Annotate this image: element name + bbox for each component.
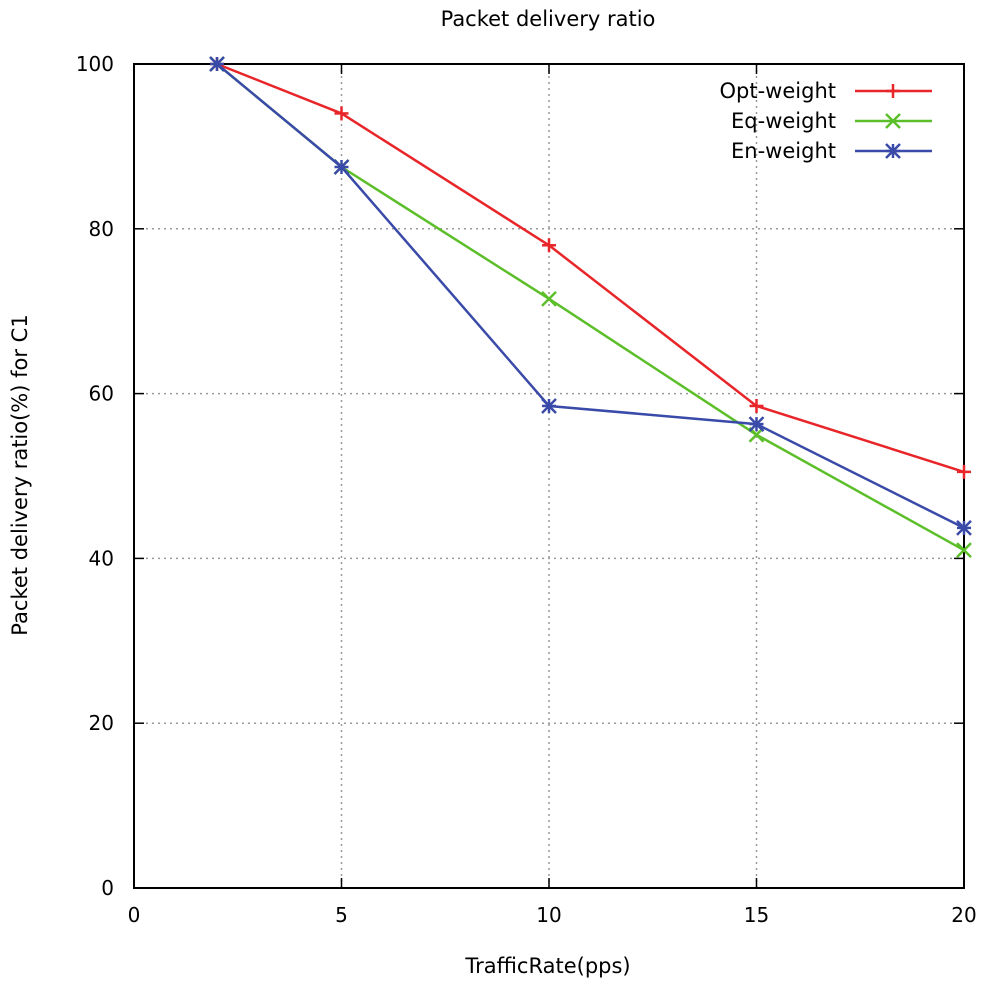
- y-tick-label: 80: [89, 217, 114, 241]
- data-point: [542, 238, 556, 253]
- data-point: [334, 106, 349, 121]
- x-tick-label: 20: [951, 903, 976, 927]
- legend-item: En-weight: [731, 139, 932, 163]
- x-tick-label: 15: [744, 903, 769, 927]
- series-en-weight: [209, 56, 972, 536]
- legend-marker: [885, 113, 901, 129]
- data-point: [748, 416, 765, 432]
- x-tick-label: 10: [536, 903, 561, 927]
- plot-frame: [133, 63, 965, 889]
- y-tick-label: 40: [89, 546, 114, 570]
- y-tick-label: 60: [89, 382, 114, 406]
- legend-label: En-weight: [731, 139, 836, 163]
- y-tick-label: 20: [89, 711, 114, 735]
- grid: [134, 64, 964, 888]
- series-line: [216, 63, 965, 552]
- y-axis-label: Packet delivery ratio(%) for C1: [8, 314, 32, 635]
- data-point: [541, 290, 557, 307]
- legend-marker: [885, 143, 901, 159]
- series-line: [216, 63, 965, 530]
- chart-title: Packet delivery ratio: [441, 7, 656, 31]
- axis-ticks: 0 5 10 15 20 0 20 40 60 80 100: [76, 52, 977, 927]
- legend: Opt-weight Eq-weight En-weight: [720, 79, 932, 163]
- data-point: [749, 398, 764, 413]
- y-tick-label: 100: [76, 52, 114, 76]
- data-point: [541, 398, 557, 414]
- data-point: [957, 464, 971, 479]
- legend-item: Opt-weight: [720, 79, 932, 103]
- data-point: [333, 159, 350, 175]
- legend-marker: [886, 84, 900, 98]
- x-tick-label: 0: [128, 903, 141, 927]
- legend-label: Opt-weight: [720, 79, 836, 103]
- y-tick-label: 0: [101, 876, 114, 900]
- series-eq-weight: [209, 56, 972, 559]
- data-point: [956, 520, 972, 536]
- data-point: [956, 542, 972, 559]
- legend-item: Eq-weight: [731, 109, 932, 133]
- legend-label: Eq-weight: [731, 109, 836, 133]
- x-axis-label: TrafficRate(pps): [464, 954, 630, 978]
- x-tick-label: 5: [335, 903, 348, 927]
- series: [209, 56, 972, 559]
- data-point: [209, 56, 225, 72]
